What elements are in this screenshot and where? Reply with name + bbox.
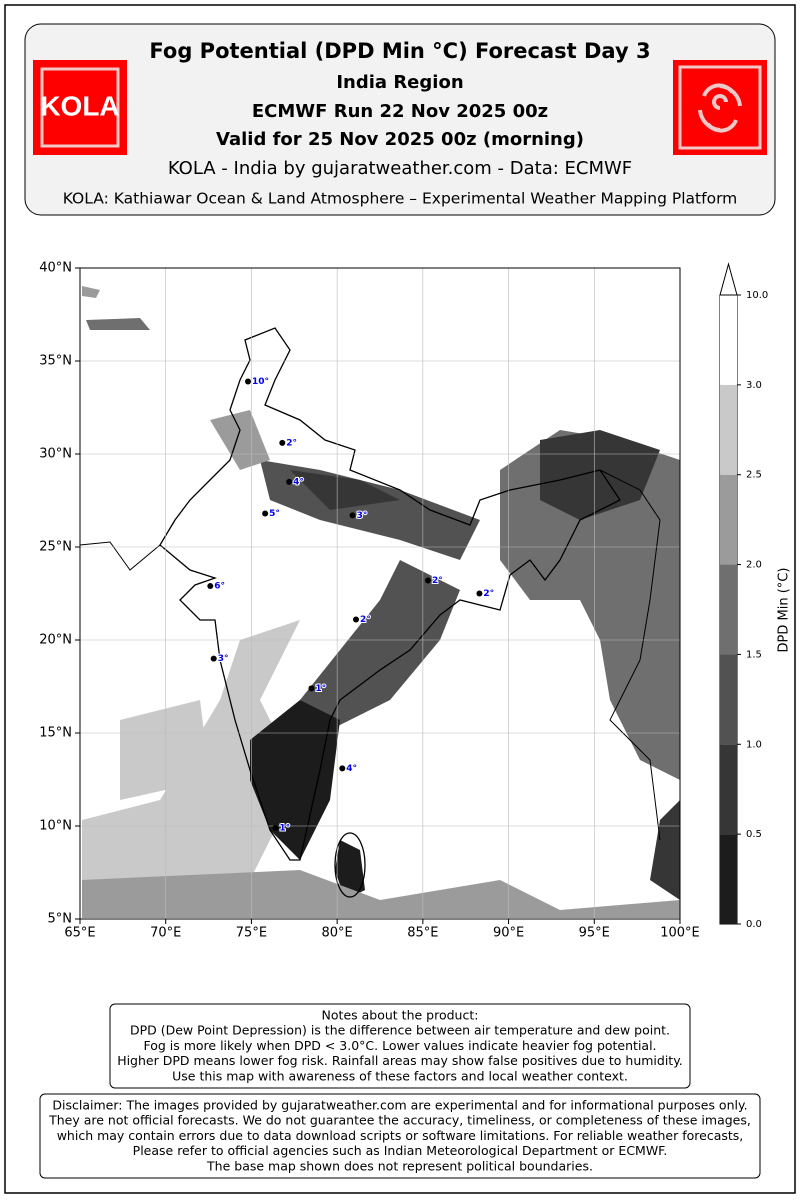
colorbar-tick-label: 0.5 [746,829,762,840]
credit: KOLA - India by gujaratweather.com - Dat… [168,158,632,179]
disclaimer-line: They are not official forecasts. We do n… [48,1113,751,1128]
x-tick-label: 80°E [322,926,353,941]
platform: KOLA: Kathiawar Ocean & Land Atmosphere … [63,190,738,208]
country-outline [159,327,621,861]
station-label: 2° [360,615,371,625]
header-box [24,23,776,216]
colorbar-tick-label: 2.0 [746,560,762,571]
disclaimer-box [39,1093,761,1179]
station-label: 10° [252,377,269,387]
colorbar-segment [720,564,737,655]
colorbar-tick-label: 1.5 [746,649,762,660]
y-tick-label: 20°N [39,633,72,648]
coast-line [599,469,661,841]
station-label: 3° [218,654,229,664]
station-point [339,765,346,772]
run: ECMWF Run 22 Nov 2025 00z [252,101,548,122]
x-tick-label: 70°E [150,926,181,941]
valid: Valid for 25 Nov 2025 00z (morning) [216,129,584,150]
station-point [308,685,315,692]
colorbar-tick-label: 10.0 [746,290,768,301]
station-point [286,478,293,485]
station-point [262,510,269,517]
colorbar-tick-label: 0.0 [746,919,762,930]
disclaimer-line: Please refer to official agencies such a… [133,1143,668,1158]
logo-spiral [698,83,742,133]
colorbar-segment [720,295,737,385]
map [79,267,681,920]
station-point [245,378,251,385]
fog-shading [82,286,680,918]
station-label: 5° [269,509,280,519]
subtitle: India Region [336,72,463,93]
x-tick-label: 85°E [407,926,438,941]
colorbar-label: DPD Min (°C) [777,568,792,653]
x-tick-label: 65°E [64,926,95,941]
notes-line: Higher DPD means lower fog risk. Rainfal… [117,1053,683,1068]
border-line [79,541,161,571]
x-tick-label: 75°E [236,926,267,941]
station-point [207,583,214,590]
logo-text: KOLA [40,90,119,121]
station-point [272,824,279,831]
notes-line: DPD (Dew Point Depression) is the differ… [130,1023,670,1038]
title: Fog Potential (DPD Min °C) Forecast Day … [149,39,650,63]
notes-box [109,1003,691,1089]
colorbar-tick-label: 3.0 [746,380,762,391]
y-tick-label: 25°N [39,540,72,555]
station-label: 2° [483,589,494,599]
map-frame [79,267,681,920]
station-point [476,590,483,597]
colorbar-tick-label: 2.5 [746,470,762,481]
station-label: 4° [293,477,304,487]
station-label: 2° [432,576,443,586]
station-label: 1° [279,823,290,833]
station-label: 6° [214,582,225,592]
station-label: 1° [315,684,326,694]
y-tick-label: 15°N [39,726,72,741]
colorbar-extend [719,262,738,296]
notes-line: Fog is more likely when DPD < 3.0°C. Low… [143,1038,656,1053]
station-point [349,512,356,519]
disclaimer-line: Disclaimer: The images provided by gujar… [52,1098,747,1113]
x-tick-label: 90°E [493,926,524,941]
station-point [425,577,431,584]
colorbar-segment [720,744,737,835]
colorbar-segment [720,474,737,565]
logo-right-frame [678,65,762,150]
logo-left-frame [40,67,120,148]
station-point [210,655,217,662]
colorbar-tick-label: 1.0 [746,739,762,750]
disclaimer-line: which may contain errors due to data dow… [57,1128,744,1143]
x-tick-label: 95°E [579,926,610,941]
sri-lanka-outline [334,832,366,898]
station-point [353,616,359,623]
y-tick-label: 10°N [39,819,72,834]
x-tick-label: 100°E [660,926,700,941]
y-tick-label: 35°N [39,354,72,369]
station-label: 4° [346,764,357,774]
notes-line: Use this map with awareness of these fac… [172,1068,628,1083]
station-label: 3° [357,511,368,521]
colorbar-segment [720,834,737,924]
station-label: 2° [286,438,297,448]
colorbar-segment [720,654,737,745]
y-tick-label: 30°N [39,447,72,462]
logo-left [33,60,127,155]
notes-line: Notes about the product: [322,1008,479,1023]
y-tick-label: 5°N [48,912,73,927]
disclaimer-line: The base map shown does not represent po… [206,1158,593,1173]
station-point [279,439,286,446]
colorbar-segment [720,384,737,475]
y-tick-label: 40°N [39,261,72,276]
